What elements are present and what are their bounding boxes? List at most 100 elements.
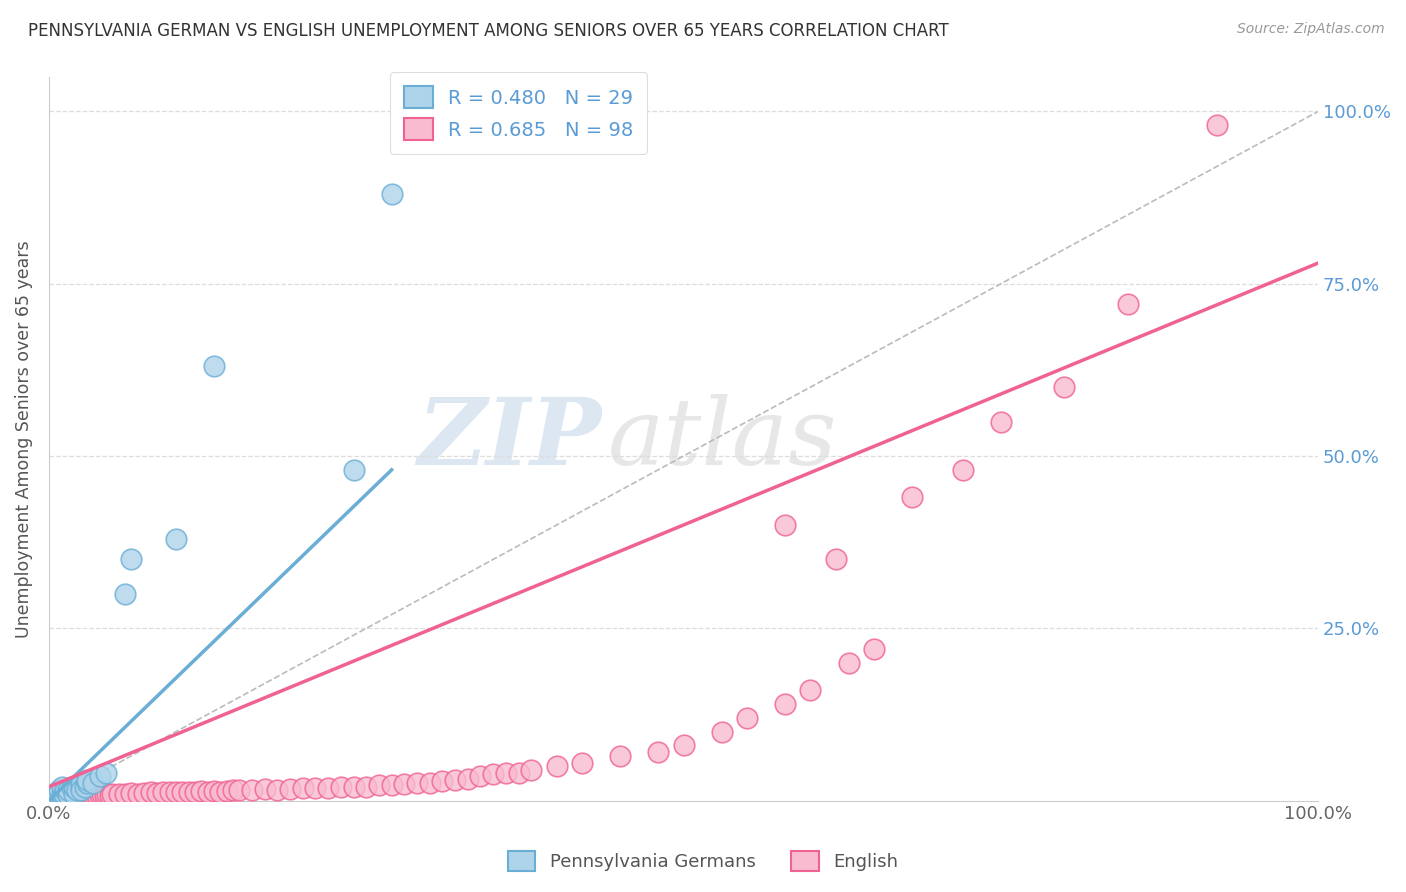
Point bbox=[184, 785, 207, 799]
Point bbox=[228, 783, 250, 797]
Point bbox=[253, 781, 276, 796]
Point bbox=[69, 783, 91, 797]
Legend: R = 0.480   N = 29, R = 0.685   N = 98: R = 0.480 N = 29, R = 0.685 N = 98 bbox=[389, 72, 647, 154]
Point bbox=[75, 788, 97, 802]
Point bbox=[98, 788, 121, 802]
Point bbox=[72, 789, 94, 804]
Point bbox=[394, 777, 416, 791]
Point bbox=[165, 785, 187, 799]
Point bbox=[76, 789, 98, 804]
Point bbox=[482, 767, 505, 781]
Point bbox=[773, 697, 796, 711]
Point bbox=[202, 359, 225, 374]
Point bbox=[197, 785, 219, 799]
Point bbox=[647, 745, 669, 759]
Point bbox=[134, 786, 156, 800]
Point bbox=[342, 780, 364, 794]
Point bbox=[53, 789, 76, 804]
Point bbox=[152, 785, 174, 799]
Point bbox=[83, 789, 105, 803]
Point bbox=[329, 780, 352, 794]
Point bbox=[215, 784, 238, 798]
Point bbox=[159, 785, 181, 799]
Point bbox=[672, 739, 695, 753]
Point bbox=[56, 790, 79, 805]
Point bbox=[44, 790, 66, 805]
Point bbox=[432, 774, 454, 789]
Point bbox=[59, 789, 82, 803]
Point bbox=[65, 790, 87, 805]
Point bbox=[53, 787, 76, 801]
Point bbox=[107, 787, 129, 801]
Point bbox=[114, 587, 136, 601]
Point bbox=[470, 770, 492, 784]
Point bbox=[139, 785, 162, 799]
Text: PENNSYLVANIA GERMAN VS ENGLISH UNEMPLOYMENT AMONG SENIORS OVER 65 YEARS CORRELAT: PENNSYLVANIA GERMAN VS ENGLISH UNEMPLOYM… bbox=[28, 22, 949, 40]
Point bbox=[165, 532, 187, 546]
Point bbox=[51, 787, 73, 801]
Point bbox=[609, 748, 631, 763]
Point bbox=[48, 790, 70, 805]
Point bbox=[66, 783, 89, 797]
Point bbox=[73, 789, 96, 803]
Point bbox=[342, 463, 364, 477]
Point bbox=[51, 780, 73, 794]
Point bbox=[51, 790, 73, 805]
Point bbox=[824, 552, 846, 566]
Point bbox=[863, 642, 886, 657]
Point bbox=[121, 786, 143, 800]
Point bbox=[735, 711, 758, 725]
Point bbox=[76, 772, 98, 787]
Point bbox=[44, 790, 66, 805]
Point bbox=[55, 783, 77, 797]
Point bbox=[89, 788, 111, 802]
Y-axis label: Unemployment Among Seniors over 65 years: Unemployment Among Seniors over 65 years bbox=[15, 240, 32, 638]
Point bbox=[69, 780, 91, 794]
Point bbox=[58, 789, 80, 804]
Point bbox=[86, 788, 108, 802]
Point bbox=[571, 756, 593, 770]
Point bbox=[1053, 380, 1076, 394]
Text: ZIP: ZIP bbox=[416, 393, 600, 483]
Point bbox=[710, 724, 733, 739]
Point bbox=[381, 187, 404, 202]
Point bbox=[67, 789, 90, 803]
Point bbox=[508, 766, 530, 780]
Point bbox=[48, 783, 70, 797]
Point bbox=[121, 552, 143, 566]
Point bbox=[304, 781, 326, 796]
Point bbox=[240, 782, 263, 797]
Point bbox=[838, 656, 860, 670]
Point bbox=[444, 772, 467, 787]
Point bbox=[495, 766, 517, 780]
Point bbox=[172, 785, 194, 799]
Point bbox=[146, 786, 169, 800]
Point bbox=[49, 789, 72, 804]
Point bbox=[127, 787, 149, 801]
Point bbox=[63, 789, 86, 803]
Point bbox=[457, 772, 479, 786]
Legend: Pennsylvania Germans, English: Pennsylvania Germans, English bbox=[501, 844, 905, 879]
Point bbox=[316, 780, 339, 795]
Point bbox=[266, 782, 288, 797]
Point bbox=[406, 776, 429, 790]
Point bbox=[62, 789, 84, 804]
Point bbox=[56, 788, 79, 802]
Point bbox=[60, 780, 83, 794]
Point bbox=[381, 779, 404, 793]
Point bbox=[55, 789, 77, 803]
Point bbox=[52, 790, 75, 805]
Point bbox=[278, 781, 301, 796]
Point bbox=[419, 776, 441, 790]
Point bbox=[202, 784, 225, 798]
Point bbox=[546, 759, 568, 773]
Point bbox=[952, 463, 974, 477]
Point bbox=[94, 788, 117, 802]
Point bbox=[91, 788, 114, 802]
Point bbox=[51, 790, 73, 805]
Point bbox=[114, 787, 136, 801]
Point bbox=[70, 790, 93, 805]
Point bbox=[901, 491, 924, 505]
Point bbox=[69, 776, 91, 790]
Point bbox=[96, 788, 118, 802]
